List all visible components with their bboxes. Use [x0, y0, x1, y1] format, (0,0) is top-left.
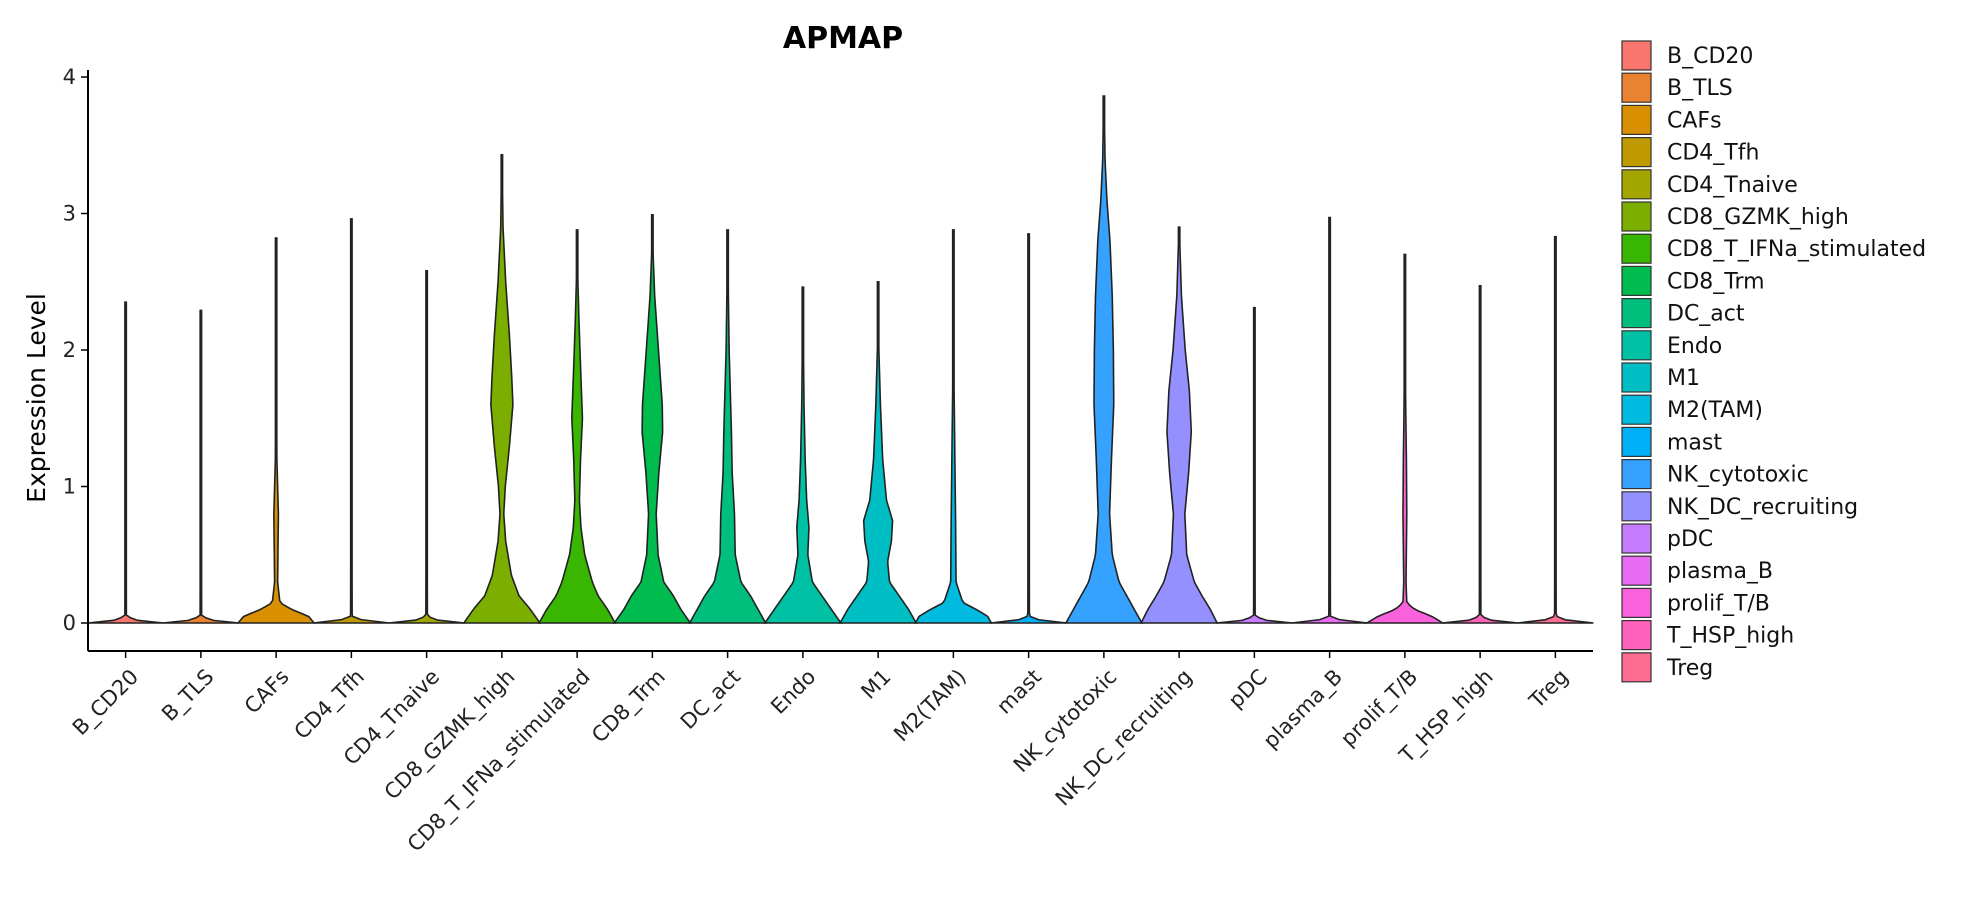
- x-tick-label: CD8_GZMK_high: [380, 665, 520, 805]
- violin-nk-dc-recruiting: [1139, 226, 1219, 624]
- violin-cd8-trm: [612, 214, 692, 624]
- x-tick-label: CD4_Tfh: [290, 665, 370, 745]
- legend-label-cafs: CAFs: [1667, 108, 1722, 133]
- legend-key-treg: [1621, 652, 1652, 683]
- legend-label-prolif-t-b: prolif_T/B: [1667, 591, 1770, 616]
- legend-label-t-hsp-high: T_HSP_high: [1666, 624, 1794, 649]
- violin-cd8-gzmk-high: [462, 154, 542, 624]
- x-tick-label: pDC: [1224, 665, 1272, 713]
- legend-label-nk-cytotoxic: NK_cytotoxic: [1667, 463, 1809, 488]
- legend-label-cd4-tnaive: CD4_Tnaive: [1667, 173, 1798, 198]
- violin-pdc: [1216, 306, 1293, 624]
- x-tick-label: NK_DC_recruiting: [1051, 665, 1198, 812]
- y-axis-label: Expression Level: [22, 293, 51, 503]
- x-tick-label: Treg: [1524, 665, 1573, 714]
- legend-key-cd4-tnaive: [1621, 169, 1652, 200]
- legend: B_CD20 B_TLS CAFs CD4_Tfh CD4_Tnaive CD8_GZMK…: [1621, 40, 1926, 683]
- legend-label-m1: M1: [1667, 366, 1700, 391]
- x-tick-label: B_TLS: [157, 665, 219, 727]
- violin-treg: [1517, 235, 1594, 624]
- x-tick-label: CD8_Trm: [587, 665, 671, 749]
- violin-plasma-b: [1291, 216, 1368, 624]
- violin-m2-tam-: [914, 229, 993, 624]
- legend-label-plasma-b: plasma_B: [1667, 559, 1773, 584]
- x-tick-label: plasma_B: [1259, 665, 1348, 754]
- legend-label-mast: mast: [1667, 430, 1722, 455]
- legend-label-cd8-gzmk-high: CD8_GZMK_high: [1667, 205, 1849, 230]
- legend-key-b-tls: [1621, 72, 1652, 103]
- legend-key-plasma-b: [1621, 555, 1652, 586]
- violin-cd4-tnaive: [388, 270, 465, 624]
- y-tick-label: 0: [63, 611, 76, 635]
- legend-label-m2-tam-: M2(TAM): [1667, 398, 1763, 423]
- legend-key-prolif-t-b: [1621, 587, 1652, 619]
- y-tick-label: 4: [63, 65, 76, 89]
- violin-cd8-t-ifna-stimulated: [537, 229, 617, 624]
- legend-label-treg: Treg: [1666, 656, 1713, 681]
- legend-key-dc-act: [1621, 298, 1652, 329]
- legend-key-b-cd20: [1621, 40, 1652, 71]
- violin-endo: [763, 286, 843, 624]
- chart-title: APMAP: [783, 21, 903, 56]
- violin-b-cd20: [87, 301, 164, 624]
- legend-key-pdc: [1621, 523, 1652, 554]
- x-tick-label: B_CD20: [68, 665, 144, 741]
- legend-key-mast: [1621, 426, 1652, 457]
- y-tick-label: 3: [63, 202, 76, 226]
- legend-key-cd8-trm: [1621, 265, 1652, 296]
- x-tick-label: M1: [856, 665, 895, 704]
- y-tick-label: 2: [63, 338, 76, 362]
- legend-label-cd4-tfh: CD4_Tfh: [1667, 141, 1759, 166]
- x-tick-label: mast: [992, 665, 1046, 719]
- legend-key-cafs: [1621, 104, 1652, 136]
- legend-label-cd8-trm: CD8_Trm: [1667, 269, 1765, 294]
- legend-label-nk-dc-recruiting: NK_DC_recruiting: [1667, 495, 1858, 520]
- legend-label-b-cd20: B_CD20: [1667, 44, 1753, 69]
- y-tick-label: 1: [63, 475, 76, 499]
- violin-nk-cytotoxic: [1064, 95, 1144, 624]
- x-tick-label: DC_act: [676, 665, 746, 735]
- violin-mast: [990, 233, 1067, 624]
- x-tick-label: CAFs: [240, 665, 294, 719]
- legend-key-cd8-t-ifna-stimulated: [1621, 233, 1652, 264]
- legend-label-pdc: pDC: [1667, 527, 1713, 552]
- violin-cafs: [236, 237, 316, 624]
- legend-key-nk-cytotoxic: [1621, 459, 1652, 490]
- x-tick-label: Endo: [766, 665, 820, 719]
- violin-prolif-t-b: [1363, 253, 1446, 624]
- x-tick-label: M2(TAM): [889, 665, 971, 747]
- legend-label-b-tls: B_TLS: [1667, 76, 1733, 101]
- legend-key-endo: [1621, 330, 1652, 361]
- legend-key-cd8-gzmk-high: [1621, 201, 1652, 232]
- legend-key-m2-tam-: [1621, 394, 1652, 425]
- violin-b-tls: [162, 309, 239, 624]
- legend-key-cd4-tfh: [1621, 137, 1652, 168]
- legend-key-nk-dc-recruiting: [1621, 491, 1652, 522]
- violin-cd4-tfh: [313, 218, 390, 624]
- violin-t-hsp-high: [1442, 285, 1519, 624]
- violin-m1: [838, 280, 918, 624]
- legend-label-dc-act: DC_act: [1667, 302, 1745, 327]
- legend-label-cd8-t-ifna-stimulated: CD8_T_IFNa_stimulated: [1667, 237, 1926, 262]
- violin-dc-act: [688, 229, 767, 624]
- legend-key-m1: [1621, 362, 1652, 393]
- legend-label-endo: Endo: [1667, 334, 1722, 359]
- legend-key-t-hsp-high: [1621, 619, 1652, 651]
